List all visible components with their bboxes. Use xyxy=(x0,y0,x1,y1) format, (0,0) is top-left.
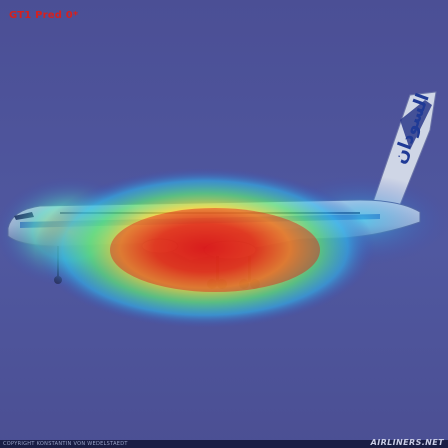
copyright-text: COPYRIGHT KONSTANTIN VON WEDELSTAEDT xyxy=(3,441,128,447)
prediction-caption: GT1 Pred 0* xyxy=(9,10,79,21)
heatmap-overlay xyxy=(0,168,448,328)
watermark-text: AIRLINERS.NET xyxy=(370,438,444,447)
photo-credit-bar: COPYRIGHT KONSTANTIN VON WEDELSTAEDT AIR… xyxy=(0,438,448,448)
